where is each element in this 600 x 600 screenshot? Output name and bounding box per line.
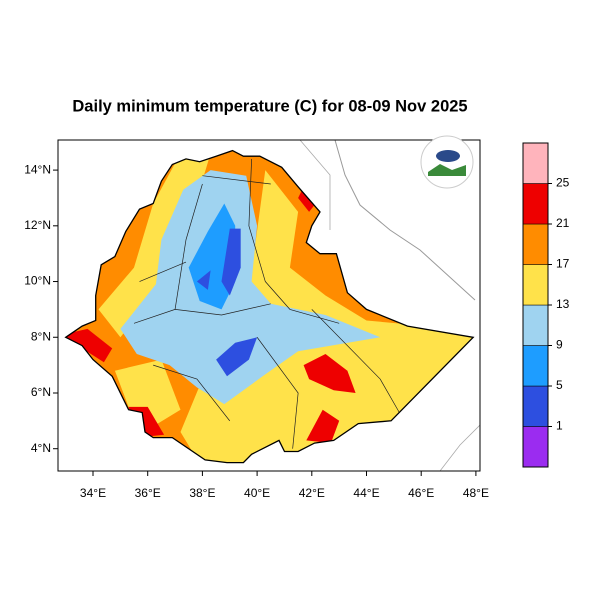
colorbar-label: 21	[556, 216, 570, 230]
y-tick-label: 6°N	[31, 385, 51, 399]
field-region	[216, 337, 258, 377]
colorbar-box	[522, 304, 549, 346]
x-tick-label: 44°E	[353, 486, 379, 500]
admin-boundary	[311, 309, 400, 413]
field-region	[221, 228, 241, 296]
x-tick-label: 42°E	[299, 486, 325, 500]
field-region	[196, 270, 211, 290]
field-region	[306, 409, 340, 444]
logo-circle	[420, 135, 474, 189]
map-frame	[57, 139, 481, 472]
colorbar-box	[522, 142, 549, 184]
x-tick-label: 38°E	[189, 486, 215, 500]
admin-boundary	[174, 183, 203, 310]
y-tick-label: 10°N	[24, 274, 51, 288]
x-tick-label: 48°E	[463, 486, 489, 500]
colorbar-label: 5	[556, 378, 563, 392]
colorbar-label: 13	[556, 297, 570, 311]
y-tick-label: 8°N	[31, 329, 51, 343]
admin-boundary	[139, 261, 187, 282]
y-tick-label: 12°N	[24, 218, 51, 232]
admin-boundary	[256, 337, 299, 449]
admin-boundary	[248, 158, 340, 324]
field-region	[114, 359, 181, 427]
colorbar-box	[522, 264, 549, 306]
x-tick-label: 46°E	[408, 486, 434, 500]
neighbor-border	[439, 424, 480, 471]
y-tick-label: 4°N	[31, 441, 51, 455]
neighbor-border	[334, 140, 476, 301]
y-tick-label: 14°N	[24, 162, 51, 176]
map	[64, 140, 480, 471]
colorbar-box	[522, 223, 549, 265]
field-region	[120, 170, 381, 405]
x-tick-label: 34°E	[80, 486, 106, 500]
colorbar-box	[522, 426, 549, 468]
colorbar-box	[522, 385, 549, 427]
colorbar-frame	[522, 142, 549, 468]
colorbar-box	[522, 345, 549, 387]
x-tick-label: 40°E	[244, 486, 270, 500]
colorbar-label: 25	[556, 176, 570, 190]
temperature-field	[65, 150, 474, 463]
admin-boundary	[202, 175, 271, 185]
logo-hills	[428, 164, 466, 176]
logo-cloud	[436, 150, 460, 162]
colorbar-label: 9	[556, 338, 563, 352]
field-region	[303, 354, 356, 393]
admin-boundary	[153, 364, 231, 422]
admin-boundary	[133, 303, 271, 324]
x-tick-label: 36°E	[135, 486, 161, 500]
field-region	[65, 328, 113, 363]
chart-title: Daily minimum temperature (C) for 08-09 …	[72, 97, 467, 115]
colorbar-box	[522, 183, 549, 225]
country-border	[64, 149, 475, 464]
logo	[420, 135, 474, 189]
neighbor-border	[299, 140, 331, 230]
colorbar-label: 17	[556, 257, 570, 271]
colorbar-label: 1	[556, 419, 563, 433]
